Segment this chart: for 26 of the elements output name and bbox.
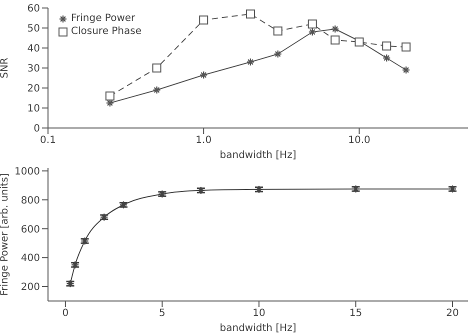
y-tick-label: 50 — [27, 24, 40, 35]
y-tick-label: 30 — [27, 64, 40, 75]
y-axis-title: Fringe Power [arb. units] — [0, 173, 11, 296]
y-tick-label: 800 — [20, 195, 40, 206]
y-tick-label: 200 — [20, 282, 40, 294]
y-tick-label: 20 — [27, 84, 40, 95]
x-tick-label: 0.1 — [40, 135, 56, 146]
y-tick-label: 1000 — [14, 166, 40, 178]
y-tick-label: 10 — [27, 104, 40, 115]
x-axis-title: bandwidth [Hz] — [220, 323, 296, 333]
x-tick-label: 10.0 — [348, 135, 370, 146]
x-tick-label: 1.0 — [196, 135, 212, 146]
x-tick-label: 5 — [159, 308, 166, 320]
x-tick-label: 10 — [252, 308, 266, 320]
x-tick-label: 0 — [62, 308, 69, 320]
legend-label: Closure Phase — [71, 25, 142, 38]
x-tick-label: 20 — [446, 308, 459, 320]
y-tick-label: 600 — [20, 224, 40, 236]
y-tick-label: 0 — [34, 124, 40, 135]
y-tick-label: 60 — [27, 4, 40, 15]
x-tick-label: 15 — [349, 308, 362, 320]
y-tick-label: 40 — [27, 44, 40, 55]
x-axis-title: bandwidth [Hz] — [220, 150, 296, 161]
y-axis-title: SNR — [0, 58, 11, 78]
y-tick-label: 400 — [20, 253, 40, 264]
legend-label: Fringe Power — [71, 12, 136, 25]
